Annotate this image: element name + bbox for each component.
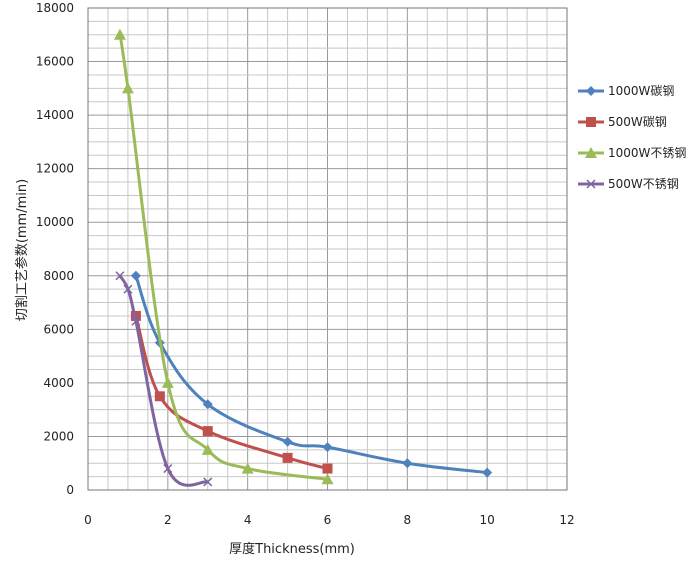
legend-item: 500W不锈钢	[578, 177, 679, 191]
axes	[87, 7, 568, 491]
legend-label: 500W碳钢	[608, 115, 667, 129]
x-tick-label: 4	[244, 513, 252, 527]
legend-label: 500W不锈钢	[608, 177, 679, 191]
y-tick-label: 12000	[36, 162, 74, 176]
data-point	[115, 271, 125, 281]
y-tick-label: 18000	[36, 1, 74, 15]
y-tick-label: 10000	[36, 215, 74, 229]
x-tick-label: 10	[480, 513, 495, 527]
data-point	[322, 463, 333, 474]
data-point	[203, 477, 213, 487]
series-line	[118, 274, 209, 487]
legend-label: 1000W碳钢	[608, 84, 674, 98]
y-tick-label: 6000	[43, 322, 74, 336]
legend-item: 500W碳钢	[578, 115, 667, 129]
series-0	[130, 270, 493, 478]
x-tick-labels: 0 2 4 6 8 10 12	[84, 513, 574, 527]
data-point	[322, 442, 333, 453]
data-point	[161, 376, 174, 388]
data-point	[402, 458, 413, 469]
data-point	[282, 436, 293, 447]
series-line	[134, 275, 488, 475]
data-point	[154, 391, 165, 402]
data-point	[585, 147, 597, 158]
data-point	[201, 443, 214, 455]
y-tick-labels: 0 2000 4000 6000 8000 10000 12000 14000 16000 180…	[36, 1, 74, 497]
data-point	[282, 452, 293, 463]
legend-item: 1000W不锈钢	[578, 146, 686, 160]
data-point	[123, 284, 133, 294]
data-point	[121, 82, 134, 94]
y-tick-label: 14000	[36, 108, 74, 122]
data-point	[586, 117, 596, 127]
data-point	[482, 467, 493, 478]
data-point	[241, 462, 254, 474]
data-point	[131, 316, 141, 326]
data-point	[163, 464, 173, 474]
series-2	[113, 28, 334, 485]
series-group	[113, 28, 493, 487]
y-tick-label: 2000	[43, 429, 74, 443]
x-tick-label: 8	[404, 513, 412, 527]
data-point	[202, 399, 213, 410]
legend-label: 1000W不锈钢	[608, 146, 686, 160]
x-tick-label: 6	[324, 513, 332, 527]
x-tick-label: 2	[164, 513, 172, 527]
y-tick-label: 8000	[43, 269, 74, 283]
y-tick-label: 16000	[36, 55, 74, 69]
data-point	[202, 426, 213, 437]
series-3	[115, 271, 213, 487]
data-point	[586, 179, 596, 189]
y-tick-label: 0	[66, 483, 74, 497]
plot-area-border	[87, 7, 568, 491]
y-axis-label: 切割工艺参数(mm/min)	[14, 179, 30, 321]
x-axis-label: 厚度Thickness(mm)	[229, 541, 355, 557]
data-point	[113, 28, 126, 40]
x-tick-label: 0	[84, 513, 92, 527]
grid	[87, 7, 568, 491]
x-tick-label: 12	[559, 513, 574, 527]
data-point	[130, 270, 141, 281]
legend-item: 1000W碳钢	[578, 84, 674, 98]
data-point	[586, 86, 596, 96]
y-tick-label: 4000	[43, 376, 74, 390]
legend: 1000W碳钢 500W碳钢 1000W不锈钢 500W不锈钢	[578, 84, 686, 191]
data-point	[321, 473, 334, 485]
